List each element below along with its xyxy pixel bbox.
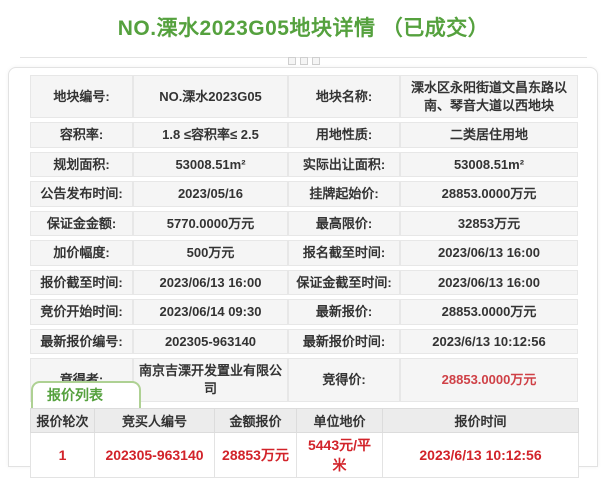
quote-header-cell: 报价时间 [382, 408, 579, 433]
quote-cell: 202305-963140 [94, 432, 215, 478]
detail-value: 2023/6/13 10:12:56 [400, 328, 578, 355]
land-detail-table: 地块编号: NO.溧水2023G05 地块名称: 溧水区永阳街道文昌东路以南、琴… [30, 71, 578, 406]
detail-value: 53008.51m² [133, 151, 288, 178]
detail-value: 2023/05/16 [133, 181, 288, 207]
detail-label: 保证金金额: [30, 210, 133, 237]
detail-value: 2023/06/13 16:00 [133, 269, 288, 296]
table-row: 竞价开始时间: 2023/06/14 09:30 最新报价: 28853.000… [30, 299, 578, 325]
detail-value: 2023/06/13 16:00 [400, 240, 578, 266]
detail-value: 28853.0000万元 [400, 299, 578, 325]
square-icon [311, 56, 320, 65]
quote-row: 1 202305-963140 28853万元 5443元/平米 2023/6/… [30, 432, 579, 478]
deal-price-value: 28853.0000万元 [400, 358, 578, 402]
detail-label: 报名截至时间: [288, 240, 400, 266]
detail-value: 溧水区永阳街道文昌东路以南、琴音大道以西地块 [400, 75, 578, 119]
quote-cell: 5443元/平米 [296, 432, 383, 478]
table-row: 报价截至时间: 2023/06/13 16:00 保证金截至时间: 2023/0… [30, 269, 578, 296]
detail-value: 二类居住用地 [400, 122, 578, 148]
detail-label: 最高限价: [288, 210, 400, 237]
detail-label: 用地性质: [288, 122, 400, 148]
detail-value: 5770.0000万元 [133, 210, 288, 237]
quote-header-cell: 单位地价 [296, 408, 383, 433]
quote-header-cell: 竞买人编号 [94, 408, 215, 433]
page-title: NO.溧水2023G05地块详情 （已成交） [117, 17, 490, 40]
detail-value: 202305-963140 [133, 328, 288, 355]
detail-label: 公告发布时间: [30, 181, 133, 207]
square-icon [299, 56, 308, 65]
detail-value: 32853万元 [400, 210, 578, 237]
detail-value: 2023/06/14 09:30 [133, 299, 288, 325]
divider-squares-icon [0, 52, 607, 70]
quote-list-table: 报价轮次 竞买人编号 金额报价 单位地价 报价时间 1 202305-96314… [30, 408, 579, 478]
detail-label: 最新报价编号: [30, 328, 133, 355]
detail-label: 规划面积: [30, 151, 133, 178]
quote-cell: 1 [30, 432, 95, 478]
detail-label: 竞价开始时间: [30, 299, 133, 325]
quote-cell: 2023/6/13 10:12:56 [382, 432, 579, 478]
detail-label: 地块名称: [288, 75, 400, 119]
detail-value: 53008.51m² [400, 151, 578, 178]
detail-label: 挂牌起始价: [288, 181, 400, 207]
detail-value: 28853.0000万元 [400, 181, 578, 207]
detail-value: 南京吉溧开发置业有限公司 [133, 358, 288, 402]
tab-quote-list[interactable]: 报价列表 [31, 381, 141, 408]
detail-label: 最新报价: [288, 299, 400, 325]
table-row: 最新报价编号: 202305-963140 最新报价时间: 2023/6/13 … [30, 328, 578, 355]
table-row: 容积率: 1.8 ≤容积率≤ 2.5 用地性质: 二类居住用地 [30, 122, 578, 148]
table-row: 公告发布时间: 2023/05/16 挂牌起始价: 28853.0000万元 [30, 181, 578, 207]
detail-label: 容积率: [30, 122, 133, 148]
table-row: 规划面积: 53008.51m² 实际出让面积: 53008.51m² [30, 151, 578, 178]
quote-header-row: 报价轮次 竞买人编号 金额报价 单位地价 报价时间 [30, 408, 579, 433]
detail-label: 实际出让面积: [288, 151, 400, 178]
table-row: 地块编号: NO.溧水2023G05 地块名称: 溧水区永阳街道文昌东路以南、琴… [30, 75, 578, 119]
table-row: 保证金金额: 5770.0000万元 最高限价: 32853万元 [30, 210, 578, 237]
detail-label: 加价幅度: [30, 240, 133, 266]
detail-label: 最新报价时间: [288, 328, 400, 355]
detail-label: 地块编号: [30, 75, 133, 119]
detail-label: 竞得价: [288, 358, 400, 402]
quote-header-cell: 金额报价 [214, 408, 297, 433]
detail-label: 报价截至时间: [30, 269, 133, 296]
square-icon [287, 56, 296, 65]
detail-value: 1.8 ≤容积率≤ 2.5 [133, 122, 288, 148]
table-row: 加价幅度: 500万元 报名截至时间: 2023/06/13 16:00 [30, 240, 578, 266]
quote-cell: 28853万元 [214, 432, 297, 478]
detail-value: NO.溧水2023G05 [133, 75, 288, 119]
detail-label: 保证金截至时间: [288, 269, 400, 296]
detail-value: 500万元 [133, 240, 288, 266]
quote-header-cell: 报价轮次 [30, 408, 95, 433]
detail-value: 2023/06/13 16:00 [400, 269, 578, 296]
